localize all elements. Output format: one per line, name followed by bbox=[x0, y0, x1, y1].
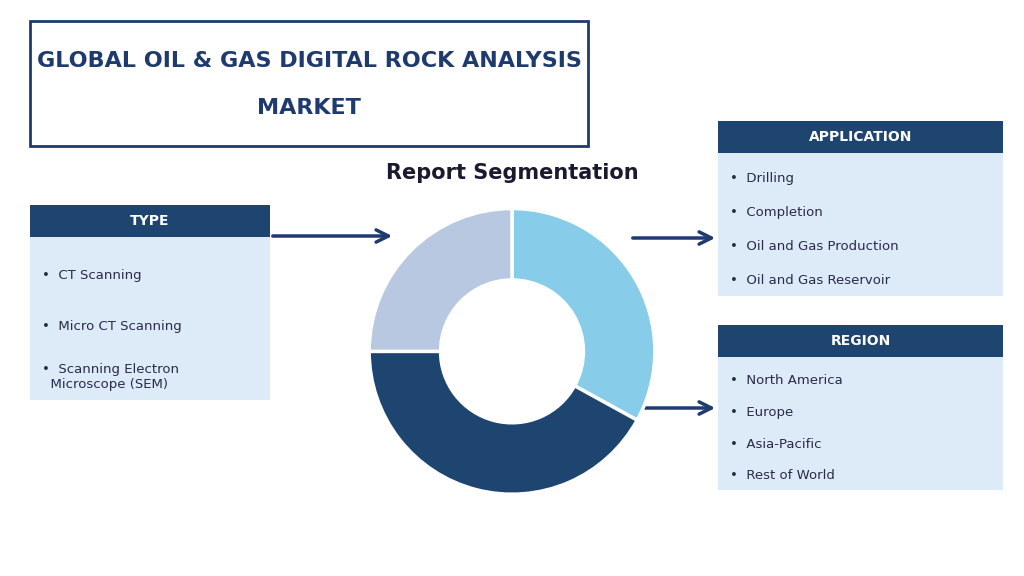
FancyBboxPatch shape bbox=[718, 325, 1002, 357]
Text: MARKET: MARKET bbox=[257, 98, 360, 119]
Text: REGION: REGION bbox=[830, 334, 891, 348]
Text: •  Scanning Electron
  Microscope (SEM): • Scanning Electron Microscope (SEM) bbox=[42, 363, 179, 391]
Text: TYPE: TYPE bbox=[130, 214, 170, 228]
Text: GLOBAL OIL & GAS DIGITAL ROCK ANALYSIS: GLOBAL OIL & GAS DIGITAL ROCK ANALYSIS bbox=[37, 51, 582, 71]
Wedge shape bbox=[369, 209, 512, 351]
FancyBboxPatch shape bbox=[718, 153, 1002, 296]
Text: •  Micro CT Scanning: • Micro CT Scanning bbox=[42, 320, 181, 333]
Text: •  Completion: • Completion bbox=[730, 206, 822, 219]
Wedge shape bbox=[369, 351, 637, 494]
Text: •  Oil and Gas Reservoir: • Oil and Gas Reservoir bbox=[730, 274, 890, 287]
Text: •  Oil and Gas Production: • Oil and Gas Production bbox=[730, 240, 899, 253]
FancyBboxPatch shape bbox=[718, 357, 1002, 490]
FancyBboxPatch shape bbox=[30, 237, 270, 400]
Text: Report Segmentation: Report Segmentation bbox=[386, 163, 638, 183]
Text: •  Europe: • Europe bbox=[730, 406, 794, 419]
Text: •  CT Scanning: • CT Scanning bbox=[42, 268, 141, 282]
Text: •  Rest of World: • Rest of World bbox=[730, 469, 835, 482]
FancyBboxPatch shape bbox=[30, 21, 588, 146]
FancyBboxPatch shape bbox=[718, 121, 1002, 153]
Text: •  North America: • North America bbox=[730, 374, 843, 387]
Text: •  Asia-Pacific: • Asia-Pacific bbox=[730, 438, 821, 450]
FancyBboxPatch shape bbox=[30, 205, 270, 237]
Wedge shape bbox=[512, 209, 654, 420]
Text: •  Drilling: • Drilling bbox=[730, 172, 794, 185]
Text: APPLICATION: APPLICATION bbox=[809, 130, 912, 144]
